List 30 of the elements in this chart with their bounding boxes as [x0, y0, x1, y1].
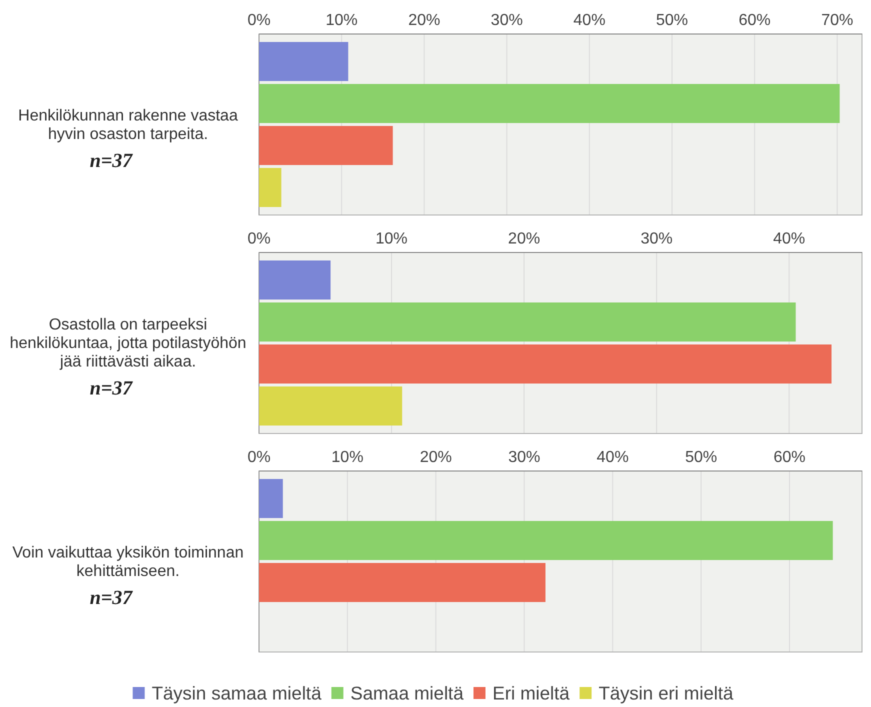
x-tick-label: 50% — [685, 449, 718, 466]
x-tick-label: 40% — [573, 12, 606, 29]
x-tick-label: 10% — [376, 230, 408, 248]
x-tick-label: 60% — [773, 449, 806, 466]
x-tick-label: 70% — [821, 12, 854, 29]
x-tick-label: 20% — [420, 449, 452, 466]
x-tick-label: 50% — [656, 12, 688, 29]
legend-label: Samaa mieltä — [350, 682, 464, 704]
x-tick-label: 0% — [247, 449, 271, 466]
x-tick-label: 10% — [326, 12, 358, 29]
x-tick-label: 20% — [408, 12, 440, 29]
y-axis-title: Voin vaikuttaa yksikön toiminnan kehittämiseen. — [12, 544, 244, 580]
y-axis-title: Osastolla on tarpeeksi henkilökuntaa, jotta potilastyöhön jää riittävästi aikaa. — [10, 316, 246, 371]
x-tick-label: 40% — [773, 230, 806, 248]
x-tick-label: 60% — [738, 12, 771, 29]
x-tick-label: 0% — [247, 230, 271, 248]
x-tick-label: 0% — [247, 12, 271, 29]
text: n=37 — [90, 586, 134, 609]
legend-label: Täysin eri mieltä — [598, 682, 734, 704]
x-tick-label: 30% — [490, 12, 523, 29]
x-tick-label: 30% — [508, 449, 540, 466]
text: n=37 — [90, 150, 134, 172]
x-tick-label: 40% — [596, 449, 629, 466]
y-axis-title: Henkilökunnan rakenne vastaa hyvin osaston tarpeita. — [18, 107, 238, 143]
legend-label: Eri mieltä — [492, 682, 570, 704]
legend-label: Täysin samaa mieltä — [152, 682, 322, 704]
x-tick-label: 10% — [331, 449, 364, 466]
text: n=37 — [90, 378, 134, 400]
x-tick-label: 30% — [640, 230, 673, 248]
x-tick-label: 20% — [508, 230, 540, 248]
